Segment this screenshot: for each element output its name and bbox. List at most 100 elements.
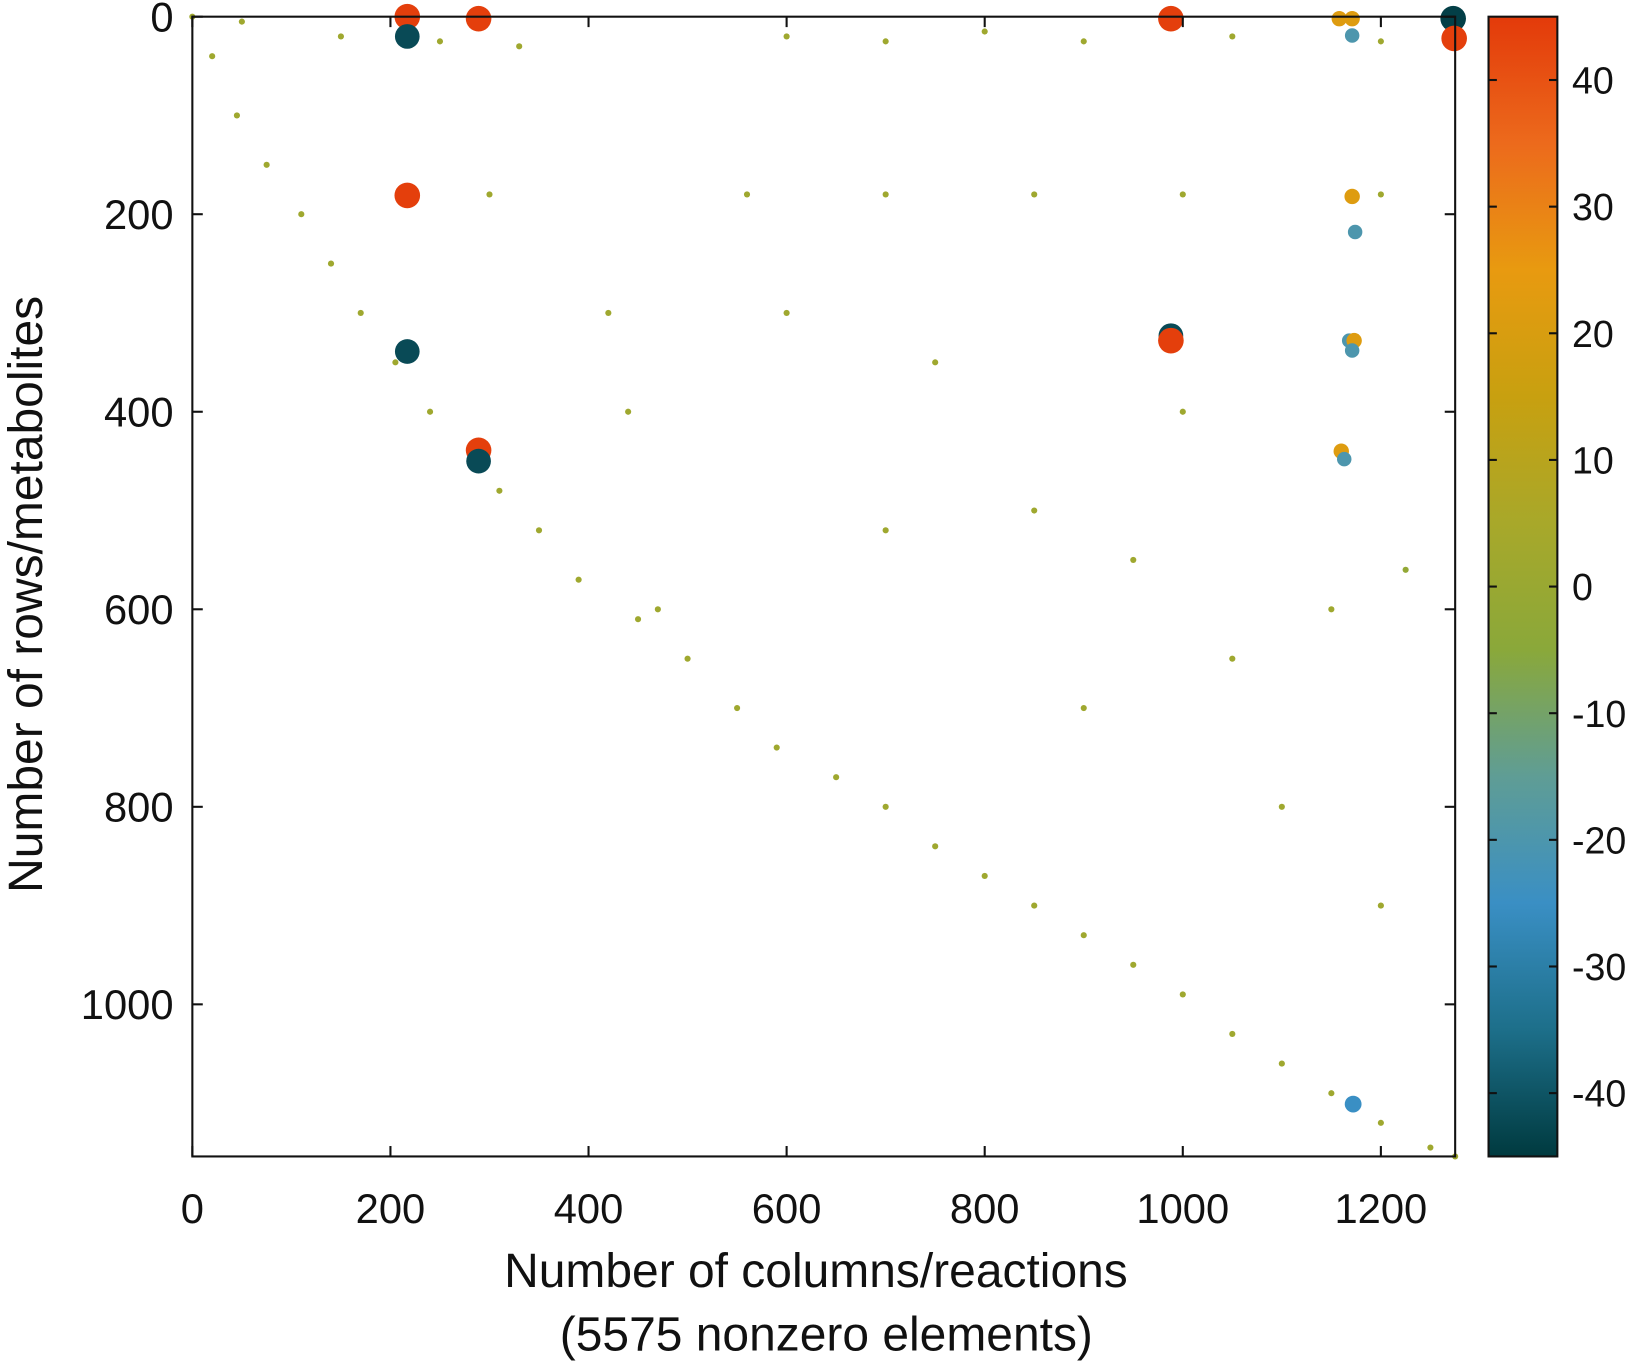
plot-frame (191, 15, 1457, 1158)
point (932, 843, 939, 850)
point (575, 576, 582, 583)
point (625, 408, 632, 415)
point (1031, 902, 1038, 909)
point (605, 309, 612, 317)
point (773, 744, 780, 751)
point (882, 527, 889, 534)
point (394, 24, 420, 49)
y-tick-label: 400 (104, 388, 174, 435)
point (436, 38, 444, 45)
point (209, 53, 216, 60)
point (634, 616, 642, 623)
point (1278, 803, 1285, 810)
y-tick-label: 1000 (81, 981, 174, 1028)
colorbar-tick-label: 10 (1572, 439, 1614, 481)
point (1328, 1090, 1335, 1097)
point (1031, 507, 1038, 514)
point (882, 191, 889, 198)
y-tick-label: 800 (104, 783, 174, 830)
colorbar-tick-label: -40 (1572, 1073, 1626, 1115)
colorbar (1487, 15, 1559, 1158)
point (1080, 932, 1087, 939)
point (1402, 566, 1409, 573)
colorbar-tick-label: -20 (1572, 819, 1626, 861)
point (1440, 5, 1466, 32)
point (1347, 224, 1363, 240)
point (1229, 1030, 1236, 1038)
x-tick-label: 0 (181, 1185, 204, 1232)
point (654, 606, 661, 613)
point (1377, 902, 1384, 909)
x-tick-label: 400 (554, 1185, 624, 1232)
point (783, 309, 790, 317)
point (1377, 191, 1384, 198)
point (1377, 38, 1384, 45)
point (1377, 1119, 1384, 1126)
point (1331, 10, 1347, 27)
point (1344, 1095, 1362, 1113)
colorbar-tick-label: 0 (1572, 566, 1593, 608)
point (1344, 28, 1360, 43)
point (1031, 191, 1038, 198)
point (981, 872, 988, 880)
point (1179, 191, 1186, 198)
point (1336, 451, 1352, 467)
point (465, 5, 492, 32)
y-tick-label: 200 (104, 191, 174, 238)
point (535, 527, 543, 534)
point (734, 704, 741, 712)
point (337, 33, 344, 40)
x-tick-label: 1000 (1136, 1185, 1229, 1232)
point (684, 655, 691, 662)
point (882, 803, 889, 810)
point (1080, 38, 1087, 45)
point (392, 359, 399, 366)
point (882, 38, 889, 45)
point (932, 359, 939, 366)
point (1130, 961, 1137, 968)
x-tick-label: 800 (950, 1185, 1020, 1232)
y-axis-label: Number of rows/metabolites (0, 296, 53, 893)
point (1328, 606, 1335, 613)
colorbar-tick-label: 30 (1572, 186, 1614, 228)
point (1158, 327, 1184, 354)
point (1179, 991, 1186, 998)
point (1344, 10, 1360, 27)
point (981, 28, 988, 35)
point (1344, 188, 1360, 205)
point (1130, 556, 1137, 563)
point (783, 33, 790, 40)
point (1158, 5, 1184, 32)
point (1278, 1060, 1285, 1067)
point (1344, 343, 1360, 358)
x-tick-label: 200 (356, 1185, 426, 1232)
point (1179, 408, 1186, 415)
colorbar-tick-label: -30 (1572, 946, 1626, 988)
point (743, 191, 751, 198)
x-tick-label: 600 (752, 1185, 822, 1232)
point (394, 339, 420, 364)
point (486, 191, 493, 198)
point (298, 211, 305, 218)
point (1427, 1144, 1434, 1151)
point (238, 18, 245, 25)
point (327, 260, 335, 267)
point (1229, 33, 1236, 40)
x-axis-label: Number of columns/reactions (504, 1245, 1128, 1298)
point (833, 774, 840, 781)
y-tick-label: 600 (104, 586, 174, 633)
x-axis-note: (5575 nonzero elements) (560, 1308, 1093, 1361)
colorbar-tick-label: -10 (1572, 693, 1626, 735)
point (1080, 704, 1087, 712)
point (426, 408, 434, 415)
point (1229, 655, 1236, 662)
point (394, 182, 421, 209)
x-tick-label: 1200 (1334, 1185, 1427, 1232)
colorbar-tick-label: 20 (1572, 313, 1614, 355)
point (466, 448, 491, 474)
y-tick-label: 0 (150, 0, 173, 40)
point (496, 487, 503, 494)
point (357, 309, 364, 317)
